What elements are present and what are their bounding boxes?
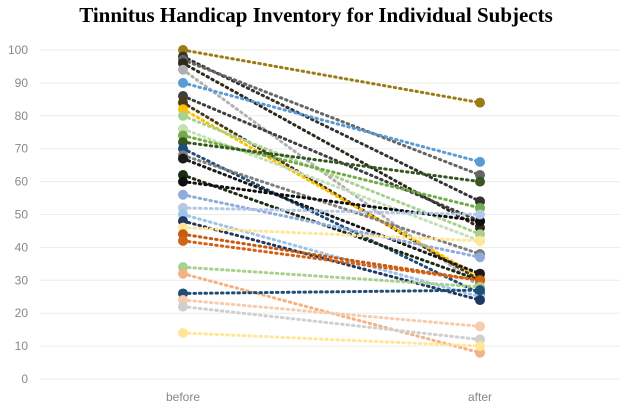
series-28 xyxy=(178,285,485,299)
y-tick-label: 90 xyxy=(15,76,29,90)
y-tick-label: 30 xyxy=(15,273,29,287)
series-line xyxy=(181,81,482,164)
series-line xyxy=(181,58,482,177)
series-19 xyxy=(178,189,485,263)
data-point-after xyxy=(475,341,485,352)
series-line xyxy=(181,173,482,282)
data-point-before xyxy=(178,77,188,88)
data-point-after xyxy=(475,156,485,167)
series-line xyxy=(181,48,482,105)
data-point-before xyxy=(178,176,188,187)
series-line xyxy=(181,101,482,282)
series-line xyxy=(181,213,482,299)
y-tick-label: 70 xyxy=(15,142,29,156)
y-tick-label: 0 xyxy=(21,372,28,386)
y-tick-label: 20 xyxy=(15,306,29,320)
data-point-before xyxy=(178,189,188,200)
data-point-before xyxy=(178,153,188,164)
series-line xyxy=(181,140,482,184)
series-group xyxy=(178,45,485,358)
data-point-after xyxy=(475,176,485,187)
data-point-before xyxy=(178,235,188,246)
series-line xyxy=(181,147,482,295)
y-tick-label: 100 xyxy=(8,43,28,57)
series-11 xyxy=(178,123,485,246)
chart-title: Tinnitus Handicap Inventory for Individu… xyxy=(79,3,553,27)
series-6 xyxy=(178,77,485,167)
series-line xyxy=(181,331,482,348)
series-31 xyxy=(178,327,485,352)
y-axis: 0 10 20 30 40 50 60 70 80 90 100 xyxy=(8,43,28,386)
series-line xyxy=(181,298,482,328)
series-line xyxy=(181,265,482,289)
data-point-after xyxy=(475,97,485,108)
series-line xyxy=(181,193,482,259)
series-line xyxy=(181,206,482,216)
data-point-after xyxy=(475,209,485,220)
data-point-before xyxy=(178,268,188,279)
series-line xyxy=(181,305,482,342)
data-point-before xyxy=(178,110,188,121)
data-point-after xyxy=(475,235,485,246)
x-tick-label-after: after xyxy=(468,390,492,404)
data-point-after xyxy=(475,285,485,296)
x-tick-label-before: before xyxy=(166,390,200,404)
data-point-before xyxy=(178,301,188,312)
series-line xyxy=(181,94,482,223)
y-tick-label: 10 xyxy=(15,339,29,353)
series-line xyxy=(181,239,482,282)
series-line xyxy=(181,107,482,279)
y-tick-label: 40 xyxy=(15,240,29,254)
series-line xyxy=(181,226,482,243)
y-tick-label: 50 xyxy=(15,208,29,222)
data-point-before xyxy=(178,327,188,338)
series-line xyxy=(181,55,482,203)
y-tick-label: 80 xyxy=(15,109,29,123)
data-point-after xyxy=(475,295,485,306)
data-point-before xyxy=(178,64,188,75)
x-axis: before after xyxy=(166,390,492,404)
y-tick-label: 60 xyxy=(15,175,29,189)
series-line xyxy=(181,288,482,295)
series-line xyxy=(181,157,482,276)
data-point-after xyxy=(475,252,485,263)
series-line xyxy=(181,127,482,243)
gridlines xyxy=(40,49,620,380)
data-point-after xyxy=(475,321,485,332)
